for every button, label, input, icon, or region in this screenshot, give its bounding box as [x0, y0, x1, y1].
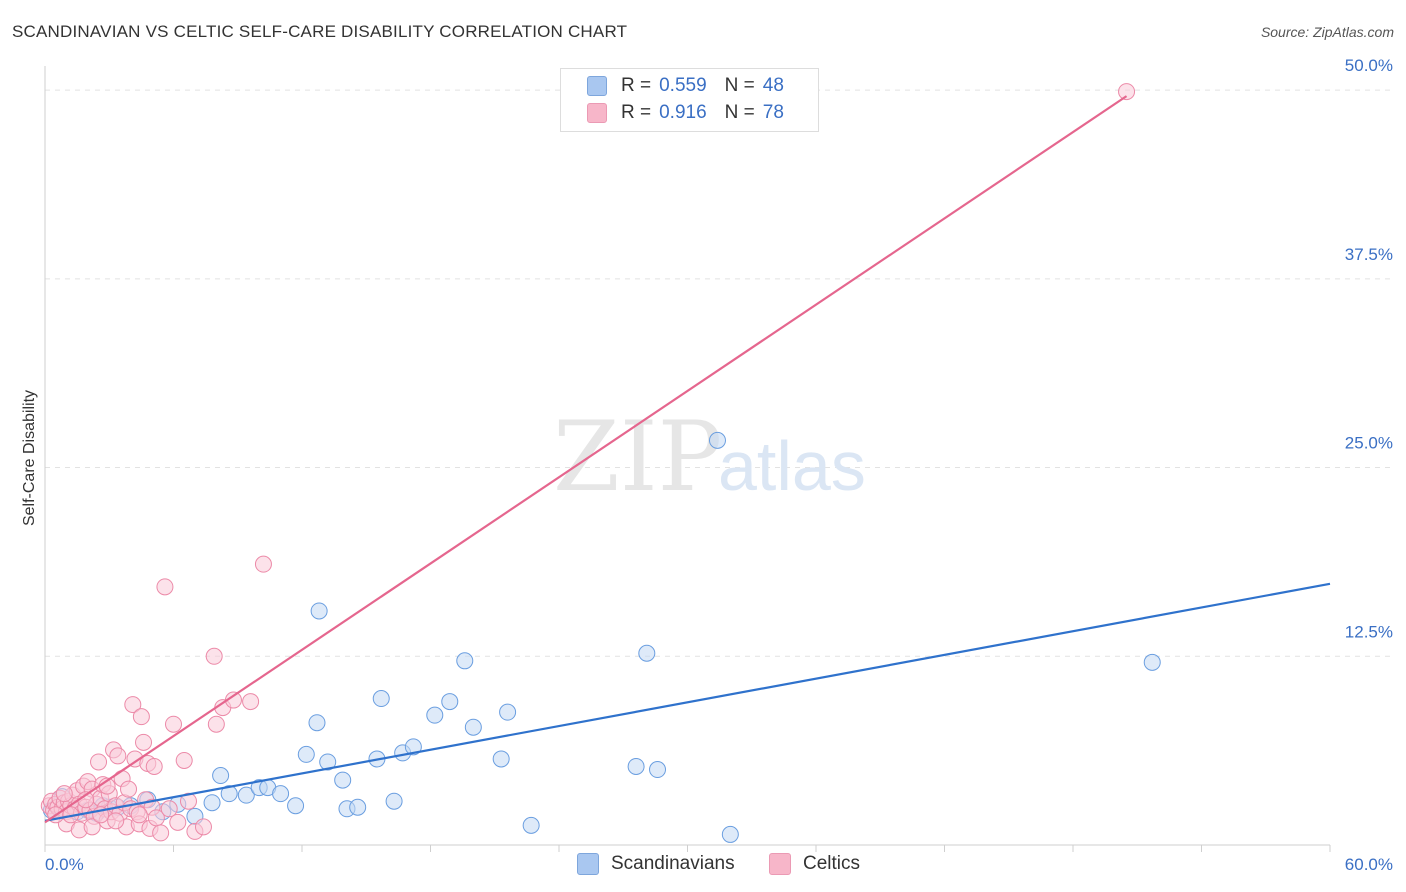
legend-swatch-celtics [587, 103, 607, 123]
data-point [203, 794, 221, 812]
data-point [242, 693, 260, 711]
data-point [492, 750, 510, 768]
legend-n-label: N = [724, 75, 755, 96]
x-tick-label: 60.0% [1345, 855, 1393, 874]
data-point [385, 792, 403, 810]
data-point [160, 800, 178, 818]
data-point [55, 785, 73, 803]
data-point [1118, 83, 1136, 101]
source-label: Source: ZipAtlas.com [1260, 24, 1394, 40]
chart-title: SCANDINAVIAN VS CELTIC SELF-CARE DISABIL… [12, 22, 628, 41]
watermark-zip: ZIP [553, 401, 722, 513]
x-tick-labels: 0.0% 60.0% [45, 855, 1393, 874]
data-point [721, 825, 739, 843]
legend-r-value: 0.916 [659, 102, 707, 123]
data-point [109, 747, 127, 765]
data-point [649, 761, 667, 779]
data-point [310, 602, 328, 620]
scandinavians-trend-line [44, 582, 1331, 822]
x-tick-label: 0.0% [45, 855, 84, 874]
axes [44, 66, 1331, 852]
data-point [169, 813, 187, 831]
data-point [130, 806, 148, 824]
watermark-atlas: atlas [718, 427, 866, 505]
legend-label-scandinavians: Scandinavians [611, 853, 735, 874]
legend-n-value: 78 [762, 102, 784, 123]
data-point [708, 431, 726, 449]
data-point [83, 818, 101, 836]
celtics-trend-line [44, 95, 1128, 824]
data-point [194, 818, 212, 836]
data-point [297, 745, 315, 763]
data-point [1143, 653, 1161, 671]
data-point [372, 690, 390, 708]
data-point [237, 786, 255, 804]
grid-lines [45, 89, 1392, 657]
data-point [179, 792, 197, 810]
legend-item-scandinavians: Scandinavians [577, 852, 735, 876]
data-point [120, 780, 138, 798]
data-point [152, 824, 170, 842]
legend-label-celtics: Celtics [803, 853, 861, 874]
data-point [145, 757, 163, 775]
y-tick-labels: 12.5% 25.0% 37.5% 50.0% [1345, 56, 1393, 641]
data-point [499, 703, 517, 721]
data-point [308, 714, 326, 732]
data-point [107, 812, 125, 830]
legend-n-label: N = [724, 102, 755, 123]
y-tick-label: 50.0% [1345, 56, 1393, 75]
data-point [272, 785, 290, 803]
data-point [426, 706, 444, 724]
legend-row-celtics: R = 0.916 N = 78 [587, 101, 784, 125]
data-point [165, 715, 182, 733]
legend-n-value: 48 [762, 75, 784, 96]
trend-lines [44, 95, 1331, 824]
legend-r-label: R = [621, 102, 652, 123]
legend-item-celtics: Celtics [769, 852, 860, 876]
correlation-legend: R = 0.559 N = 48 R = 0.916 N = 78 [560, 68, 819, 132]
legend-swatch-scandinavians [587, 76, 607, 96]
y-tick-label: 25.0% [1345, 434, 1393, 453]
data-point [175, 751, 193, 769]
data-point [349, 798, 367, 816]
legend-r-label: R = [621, 75, 652, 96]
data-point [464, 718, 482, 736]
data-point [404, 738, 422, 756]
data-point [132, 708, 150, 726]
data-point [156, 578, 174, 596]
data-point [638, 644, 656, 662]
y-tick-label: 12.5% [1345, 622, 1393, 641]
data-point [135, 733, 153, 751]
data-point [522, 816, 540, 834]
legend-row-scandinavians: R = 0.559 N = 48 [587, 74, 784, 98]
data-point [212, 767, 230, 785]
data-point [90, 753, 108, 771]
legend-swatch-scandinavians [577, 853, 599, 875]
data-point [205, 647, 223, 665]
data-point [627, 757, 645, 775]
data-point [319, 753, 337, 771]
y-tick-label: 37.5% [1345, 245, 1393, 264]
data-point [220, 785, 238, 803]
data-point [287, 797, 305, 815]
data-point [456, 652, 474, 670]
data-point [207, 715, 225, 733]
watermark: ZIP atlas [553, 401, 866, 513]
data-point [334, 771, 352, 789]
data-point [254, 555, 272, 573]
data-point [124, 696, 142, 714]
legend-r-value: 0.559 [659, 75, 707, 96]
data-point [441, 693, 459, 711]
legend-swatch-celtics [769, 853, 791, 875]
